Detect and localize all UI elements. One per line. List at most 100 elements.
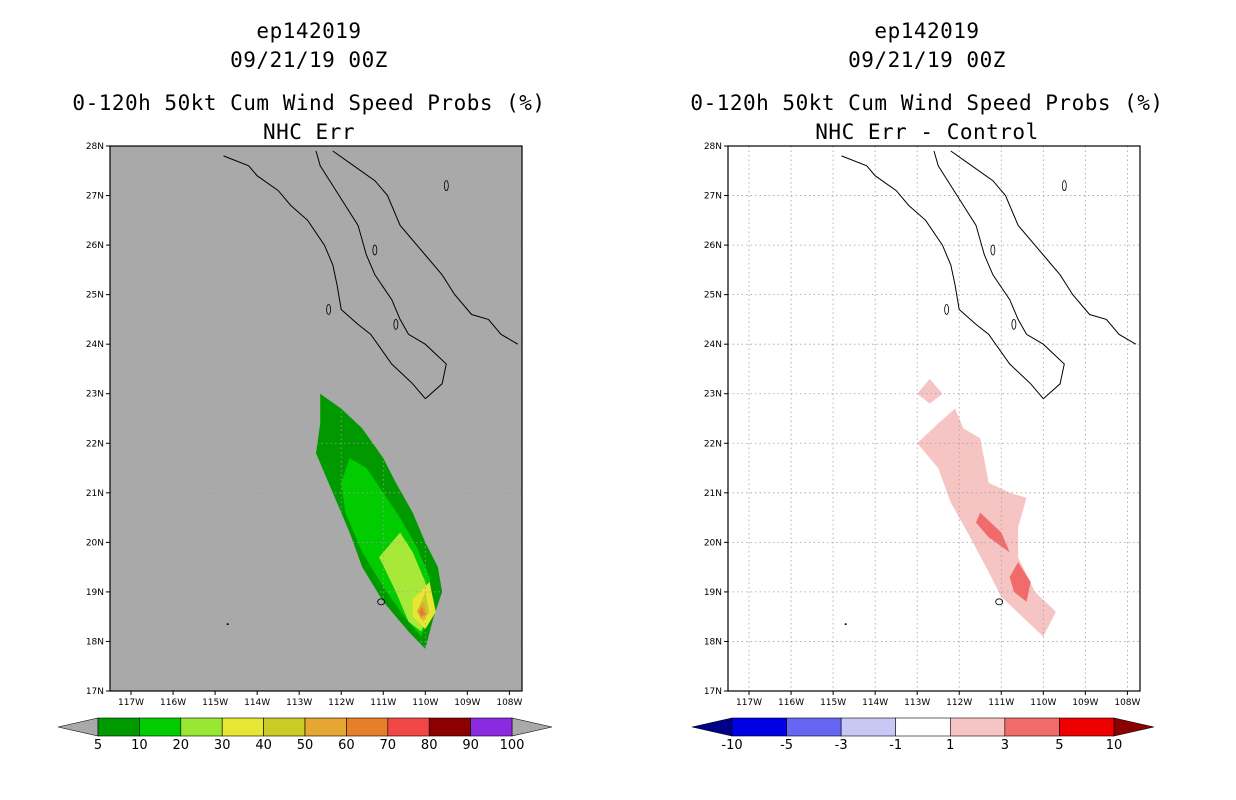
y-tick-label: 28N [704,142,722,152]
chart-title-datetime: 09/21/19 00Z [848,48,1006,72]
colorbar-label: -3 [835,738,848,753]
chart-panel-left: ep142019 09/21/19 00Z 0-120h 50kt Cum Wi… [57,19,553,753]
island-outline [995,598,1004,606]
colorbar-label: 70 [380,738,397,753]
colorbar-segment [949,717,1006,737]
colorbar-label: 3 [1001,738,1009,753]
island-outline [844,623,847,626]
colorbar-label: 1 [946,738,954,753]
y-tick-label: 20N [86,538,104,548]
island-outline [1061,180,1067,192]
x-tick-label: 109W [1072,698,1098,708]
x-tick-label: 116W [778,698,804,708]
chart-title-datetime: 09/21/19 00Z [230,48,388,72]
y-tick-label: 26N [86,241,104,251]
island-outline [1011,318,1017,330]
coastline [332,150,519,345]
y-tick-label: 24N [86,340,104,350]
y-tick-label: 21N [704,489,722,499]
y-tick-label: 17N [704,687,722,697]
chart-subtitle: NHC Err [262,120,355,144]
colorbar-segment [1004,717,1060,737]
colorbar-segment [895,717,951,737]
chart-title-variable: 0-120h 50kt Cum Wind Speed Probs (%) [690,91,1164,115]
colorbar-segment [97,717,140,737]
y-tick-label: 28N [86,142,104,152]
chart-panel-right: ep142019 09/21/19 00Z 0-120h 50kt Cum Wi… [618,0,1236,800]
y-tick-label: 20N [704,538,722,548]
colorbar-segment [387,717,430,737]
y-tick-label: 25N [86,291,104,301]
island-outline [372,244,378,256]
x-tick-label: 114W [244,698,270,708]
x-tick-label: 108W [496,698,522,708]
colorbar-segment [304,717,347,737]
chart-subtitle: NHC Err - Control [815,120,1039,144]
colorbar-end-low [57,717,99,737]
y-tick-label: 17N [86,687,104,697]
coastline [223,155,426,400]
y-tick-label: 18N [86,637,104,647]
x-tick-label: 111W [370,698,396,708]
colorbar-label: -10 [721,738,742,753]
y-tick-label: 23N [86,390,104,400]
chart-title-storm: ep142019 [256,19,362,43]
x-tick-label: 110W [1030,698,1056,708]
chart-plot-right: 117W 116W 115W 114W 113W 112W 111W 110W 109W 108W… [691,142,1155,753]
colorbar-end-low [691,717,733,737]
colorbar-label: -1 [889,738,902,753]
chart-title-variable: 0-120h 50kt Cum Wind Speed Probs (%) [72,91,546,115]
x-tick-label: 113W [904,698,930,708]
colorbar-end-high [1113,717,1155,737]
x-tick-label: 114W [862,698,888,708]
x-tick-label: 108W [1114,698,1140,708]
colorbar-label: -5 [780,738,793,753]
x-tick-label: 113W [286,698,312,708]
x-tick-label: 115W [820,698,846,708]
chart-plot-left: 117W 116W 115W 114W 113W 112W 111W 110W 109W 108W… [57,142,553,753]
x-tick-label: 112W [946,698,972,708]
y-tick-label: 25N [704,291,722,301]
colorbar-segment [470,717,513,737]
colorbar-label: 60 [338,738,355,753]
island-outline [226,623,229,626]
colorbar-label: 5 [1055,738,1063,753]
y-tick-label: 23N [704,390,722,400]
island-outline [377,598,386,606]
coastline [950,150,1137,345]
y-tick-label: 26N [704,241,722,251]
plot-background [728,146,1140,691]
colorbar-segment [221,717,264,737]
plot-frame [727,145,1141,692]
colorbar-segment [786,717,842,737]
colorbar-segment [731,717,787,737]
x-tick-label: 112W [328,698,354,708]
x-tick-label: 117W [118,698,144,708]
x-tick-label: 117W [736,698,762,708]
colorbar-label: 80 [421,738,438,753]
y-tick-label: 19N [704,588,722,598]
colorbar-label: 100 [500,738,525,753]
colorbar-label: 40 [255,738,272,753]
plot-background [110,146,522,691]
island-outline [443,180,449,192]
x-tick-label: 111W [988,698,1014,708]
y-tick-label: 24N [704,340,722,350]
island-outline [326,304,332,315]
colorbar-segment [1059,717,1115,737]
colorbar-end-high [511,717,553,737]
island-outline [944,304,950,315]
coastline [933,150,1065,400]
y-tick-label: 22N [704,439,722,449]
plot-frame [109,145,523,692]
x-tick-label: 115W [202,698,228,708]
colorbar-label: 30 [214,738,231,753]
colorbar-segment [139,717,182,737]
colorbar-label: 90 [462,738,479,753]
chart-title-storm: ep142019 [874,19,980,43]
coastline [841,155,1044,400]
x-tick-label: 110W [412,698,438,708]
y-tick-label: 18N [704,637,722,647]
coastline [315,150,447,400]
colorbar-label: 50 [297,738,314,753]
